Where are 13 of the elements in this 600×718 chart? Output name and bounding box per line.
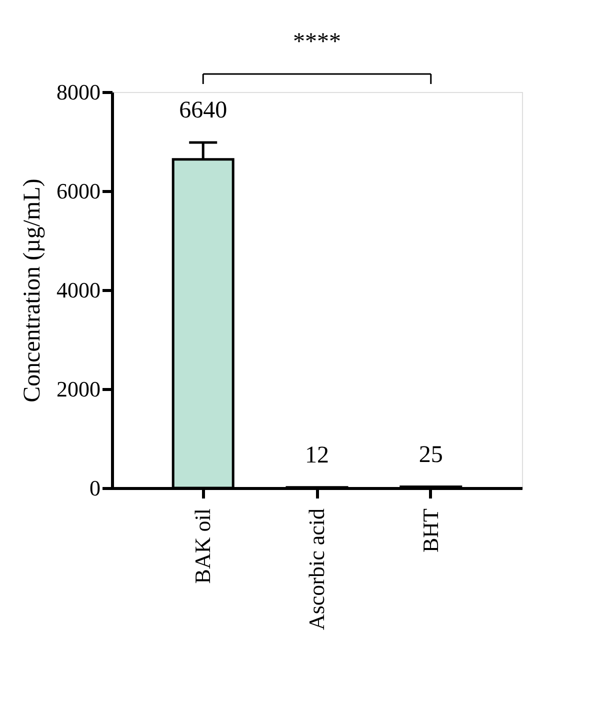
y-tick-label: 8000 [56, 80, 100, 104]
data-label: 6640 [179, 97, 228, 124]
data-label: 25 [418, 442, 443, 468]
x-tick-label: BHT [418, 508, 443, 552]
y-tick-label: 0 [90, 476, 100, 500]
x-tick-label: BAK oil [190, 508, 216, 584]
data-label: 12 [305, 442, 329, 468]
y-tick-label: 6000 [56, 178, 100, 204]
y-axis-title: Concentration (µg/mL) [20, 178, 46, 402]
text: **** [293, 29, 341, 55]
x-tick-label: Ascorbic acid [304, 508, 329, 630]
y-tick-label: 2000 [56, 376, 100, 402]
y-tick-label: 4000 [56, 278, 100, 302]
